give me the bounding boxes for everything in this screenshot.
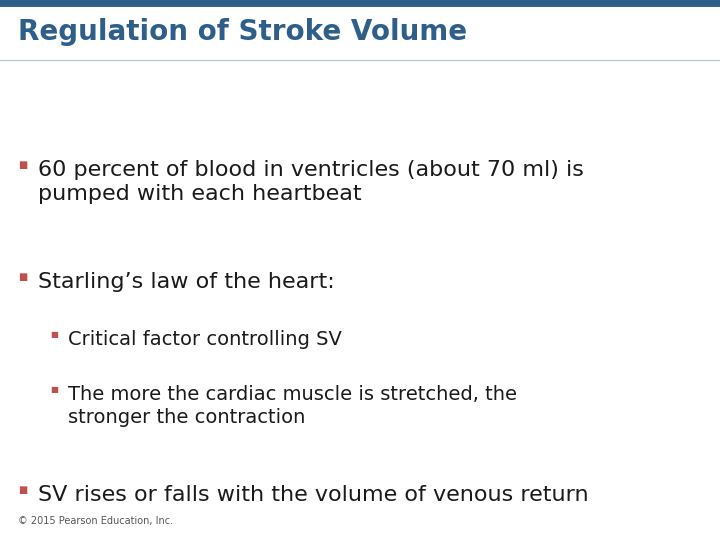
Text: ■: ■: [18, 485, 27, 495]
Text: ■: ■: [50, 385, 58, 394]
Text: SV rises or falls with the volume of venous return: SV rises or falls with the volume of ven…: [38, 485, 589, 505]
Text: Critical factor controlling SV: Critical factor controlling SV: [68, 330, 342, 349]
Text: 60 percent of blood in ventricles (about 70 ml) is
pumped with each heartbeat: 60 percent of blood in ventricles (about…: [38, 160, 584, 204]
Text: © 2015 Pearson Education, Inc.: © 2015 Pearson Education, Inc.: [18, 516, 173, 526]
Text: Starling’s law of the heart:: Starling’s law of the heart:: [38, 272, 335, 292]
Text: Regulation of Stroke Volume: Regulation of Stroke Volume: [18, 18, 467, 46]
Text: ■: ■: [18, 272, 27, 282]
Text: ■: ■: [18, 160, 27, 170]
Bar: [0, 0, 720, 8]
Text: The more the cardiac muscle is stretched, the
stronger the contraction: The more the cardiac muscle is stretched…: [68, 385, 517, 427]
Text: ■: ■: [50, 330, 58, 339]
